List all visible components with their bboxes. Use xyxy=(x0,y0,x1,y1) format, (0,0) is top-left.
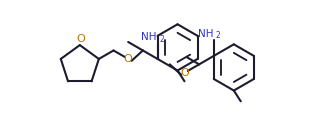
Text: O: O xyxy=(180,68,189,78)
Text: O: O xyxy=(76,34,85,44)
Text: NH: NH xyxy=(197,29,213,39)
Text: O: O xyxy=(124,54,133,64)
Text: 2: 2 xyxy=(159,35,164,44)
Text: 2: 2 xyxy=(215,31,220,41)
Text: NH: NH xyxy=(141,32,157,42)
